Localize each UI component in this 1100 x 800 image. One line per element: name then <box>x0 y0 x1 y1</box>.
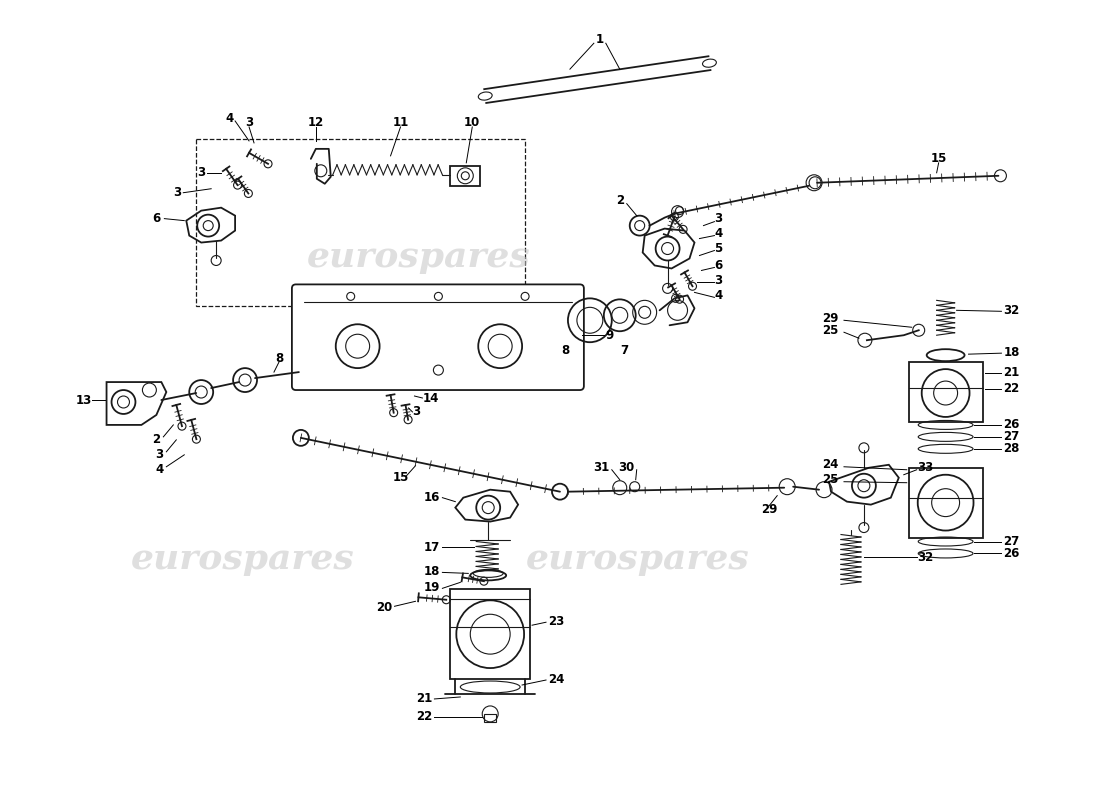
Text: 15: 15 <box>393 471 409 484</box>
Text: 6: 6 <box>714 259 723 272</box>
FancyBboxPatch shape <box>292 285 584 390</box>
Bar <box>450 166 481 186</box>
Text: 3: 3 <box>245 117 253 130</box>
Text: 16: 16 <box>424 491 440 504</box>
Bar <box>909 468 983 538</box>
Text: 8: 8 <box>275 352 283 365</box>
Text: 23: 23 <box>548 614 564 628</box>
Text: eurospares: eurospares <box>526 542 749 577</box>
Text: 18: 18 <box>1003 346 1020 358</box>
Text: 15: 15 <box>931 152 947 166</box>
Text: 21: 21 <box>1003 366 1020 378</box>
Text: 33: 33 <box>916 462 933 474</box>
Text: 7: 7 <box>620 344 629 357</box>
Text: 3: 3 <box>412 406 420 418</box>
Bar <box>450 590 530 679</box>
Text: 24: 24 <box>823 458 839 471</box>
Text: 21: 21 <box>416 693 432 706</box>
Bar <box>196 139 525 306</box>
Text: 27: 27 <box>1003 535 1020 548</box>
Text: 25: 25 <box>823 324 839 337</box>
Text: 8: 8 <box>561 344 569 357</box>
Text: 20: 20 <box>376 601 393 614</box>
Text: 6: 6 <box>152 212 161 225</box>
Text: eurospares: eurospares <box>131 542 355 577</box>
Text: 4: 4 <box>714 227 723 240</box>
Text: 32: 32 <box>916 551 933 564</box>
Text: 22: 22 <box>1003 382 1020 394</box>
Text: 5: 5 <box>714 242 723 255</box>
Text: 13: 13 <box>76 394 91 406</box>
Text: 2: 2 <box>152 434 161 446</box>
Text: eurospares: eurospares <box>307 239 530 274</box>
Text: 3: 3 <box>714 274 723 287</box>
Text: 2: 2 <box>616 194 624 207</box>
Text: 29: 29 <box>823 312 839 325</box>
Text: 17: 17 <box>425 541 440 554</box>
Text: 3: 3 <box>173 186 182 199</box>
Text: 9: 9 <box>606 329 614 342</box>
Bar <box>909 362 983 422</box>
Text: 24: 24 <box>548 673 564 686</box>
Text: 26: 26 <box>1003 547 1020 560</box>
Text: 26: 26 <box>1003 418 1020 431</box>
Text: 10: 10 <box>464 117 481 130</box>
Text: 1: 1 <box>596 33 604 46</box>
Text: 31: 31 <box>594 462 609 474</box>
Text: 3: 3 <box>197 166 206 179</box>
Text: 32: 32 <box>1003 304 1020 317</box>
Bar <box>484 714 496 722</box>
Text: 22: 22 <box>416 710 432 723</box>
Text: 11: 11 <box>393 117 408 130</box>
Text: 30: 30 <box>618 462 635 474</box>
Text: 19: 19 <box>424 581 440 594</box>
Text: 4: 4 <box>226 113 233 126</box>
Text: 27: 27 <box>1003 430 1020 443</box>
Text: 28: 28 <box>1003 442 1020 455</box>
Text: 29: 29 <box>761 503 778 516</box>
Text: 12: 12 <box>308 117 323 130</box>
Text: 4: 4 <box>155 463 164 476</box>
Text: 4: 4 <box>714 289 723 302</box>
Text: 25: 25 <box>823 474 839 486</box>
Text: 18: 18 <box>424 565 440 578</box>
Text: 3: 3 <box>714 212 723 225</box>
Text: 3: 3 <box>155 448 164 462</box>
Text: 14: 14 <box>422 391 439 405</box>
